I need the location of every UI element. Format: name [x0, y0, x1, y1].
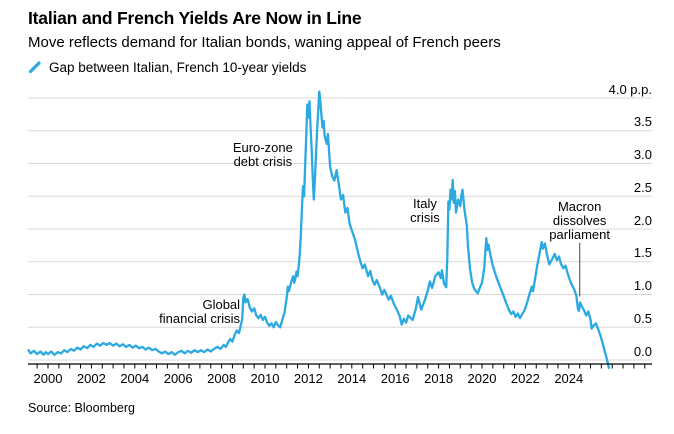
y-axis-label: 4.0 p.p. — [608, 81, 652, 97]
source-note: Source: Bloomberg — [28, 401, 136, 415]
annotation-line: crisis — [410, 209, 440, 225]
annotation-euro-zone-debt-crisis: Euro-zone debt crisis — [153, 141, 373, 169]
x-axis-label: 2018 — [424, 371, 454, 386]
x-axis-label: 2010 — [250, 371, 280, 386]
x-axis-label: 2024 — [554, 371, 584, 386]
x-axis-label: 2004 — [120, 371, 150, 386]
annotation-line: Macron — [557, 199, 602, 215]
annotation-line: Euro-zone — [232, 140, 293, 156]
x-axis-label: 2000 — [33, 371, 63, 386]
page-title: Italian and French Yields Are Now in Lin… — [28, 8, 362, 28]
y-axis-label: 1.5 — [633, 245, 652, 261]
y-axis-label: 2.5 — [633, 179, 652, 195]
y-axis-label: 1.0 — [633, 278, 652, 293]
chart-subtitle: Move reflects demand for Italian bonds, … — [28, 34, 501, 51]
annotation-italy-crisis: Italy crisis — [315, 195, 535, 225]
y-axis-label: 2.0 — [633, 212, 652, 228]
y-axis-label: 3.5 — [633, 114, 652, 130]
x-axis-label: 2016 — [380, 371, 410, 386]
x-axis-label: 2008 — [207, 371, 237, 386]
legend: Gap between Italian, French 10-year yiel… — [28, 60, 306, 75]
annotation-line: dissolves — [552, 213, 607, 229]
y-axis-label: 3.0 — [633, 147, 652, 162]
x-axis-label: 2014 — [337, 371, 367, 386]
annotation-line: Global — [202, 296, 241, 312]
annotation-line: parliament — [549, 227, 610, 243]
annotation-line: financial crisis — [159, 310, 241, 326]
x-axis-label: 2002 — [76, 371, 106, 386]
legend-label: Gap between Italian, French 10-year yiel… — [49, 60, 307, 75]
x-axis-label: 2022 — [510, 371, 540, 386]
x-axis-label: 2012 — [293, 371, 323, 386]
annotation-line: debt crisis — [233, 154, 293, 170]
series-slash-icon — [28, 60, 42, 75]
annotation-line: Italy — [413, 195, 437, 211]
x-axis-label: 2006 — [163, 371, 193, 386]
y-axis-label: 0.0 — [633, 343, 652, 359]
annotation-global-financial-crisis: Global financial crisis — [159, 296, 241, 326]
y-axis-label: 0.5 — [633, 310, 652, 326]
annotation-macron-dissolves-parliament: Macron dissolves parliament — [470, 200, 674, 242]
series-line — [27, 90, 611, 370]
x-axis-label: 2020 — [467, 371, 497, 386]
